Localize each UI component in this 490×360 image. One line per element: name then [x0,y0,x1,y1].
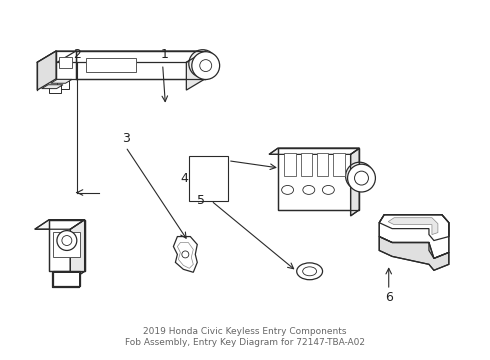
Circle shape [62,235,72,246]
Polygon shape [317,153,328,176]
Polygon shape [53,231,80,257]
Polygon shape [76,51,205,79]
Polygon shape [37,51,76,62]
Polygon shape [70,220,85,281]
Polygon shape [333,153,344,176]
Text: 1: 1 [161,48,169,61]
Circle shape [192,52,220,80]
Circle shape [57,231,77,251]
Ellipse shape [322,185,334,194]
Polygon shape [269,148,359,154]
Circle shape [182,251,189,258]
Polygon shape [301,153,312,176]
Polygon shape [284,153,296,176]
Polygon shape [379,215,449,240]
Text: 4: 4 [180,172,188,185]
Polygon shape [379,215,449,258]
Polygon shape [50,80,72,83]
Polygon shape [186,51,205,90]
Polygon shape [57,51,205,62]
Polygon shape [351,148,359,216]
Polygon shape [49,220,85,271]
Ellipse shape [282,185,294,194]
Text: 6: 6 [385,291,392,305]
Text: 5: 5 [197,194,205,207]
Polygon shape [59,57,72,68]
Polygon shape [177,243,193,268]
Polygon shape [49,85,61,93]
Text: 2: 2 [73,48,81,61]
Polygon shape [35,220,85,229]
Polygon shape [379,237,449,270]
Polygon shape [53,271,80,286]
Circle shape [200,60,212,72]
Polygon shape [388,218,438,235]
Ellipse shape [297,263,322,280]
Text: 3: 3 [122,132,129,145]
Circle shape [355,171,368,185]
Ellipse shape [303,267,317,276]
Ellipse shape [303,185,315,194]
Polygon shape [56,51,76,79]
Polygon shape [37,51,56,90]
Polygon shape [86,58,136,72]
Polygon shape [278,148,359,210]
Polygon shape [42,85,63,89]
Polygon shape [173,237,197,272]
Text: 2019 Honda Civic Keyless Entry Components
Fob Assembly, Entry Key Diagram for 72: 2019 Honda Civic Keyless Entry Component… [125,327,365,347]
Circle shape [189,50,217,77]
Bar [189,156,228,201]
Circle shape [345,162,373,190]
Polygon shape [56,80,69,89]
Circle shape [347,164,375,192]
Polygon shape [52,272,79,287]
